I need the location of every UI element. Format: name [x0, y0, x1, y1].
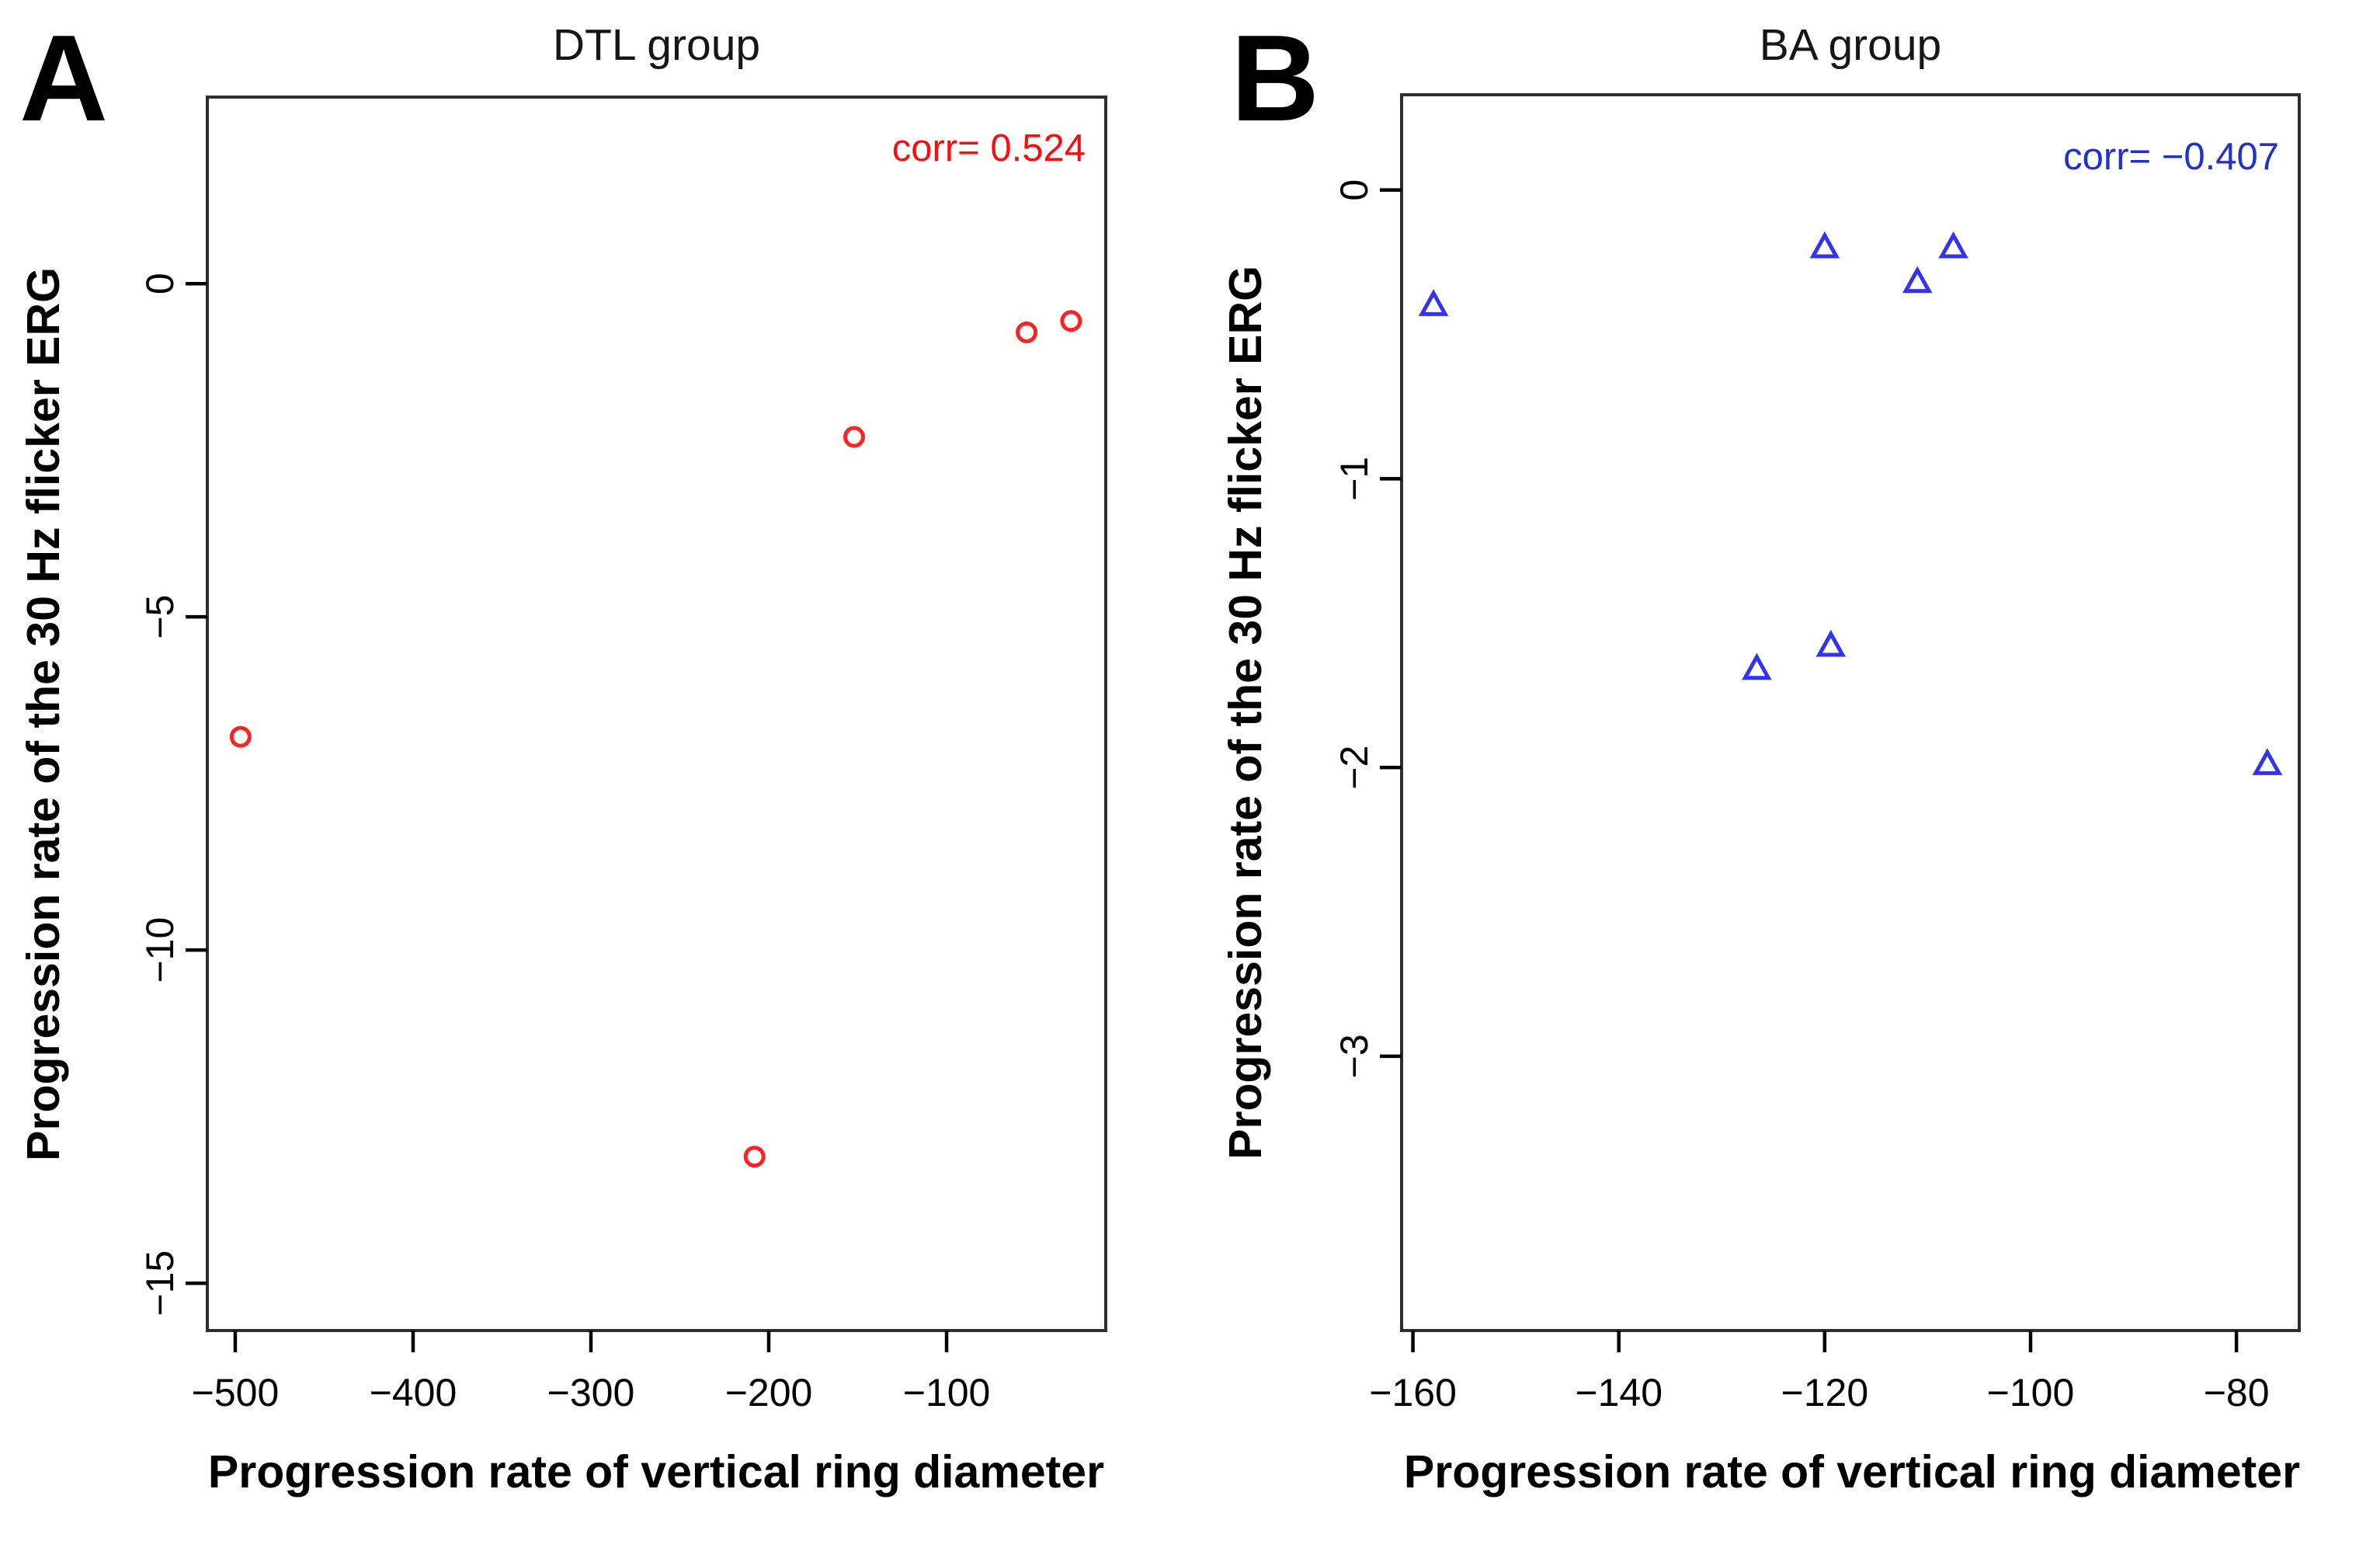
- x-axis-tick-label: −100: [903, 1371, 991, 1414]
- y-axis-tick-label: −10: [138, 917, 182, 983]
- panel-a-y-axis-label: Progression rate of the 30 Hz flicker ER…: [11, 97, 76, 1331]
- plot-box-border: [206, 96, 1107, 1332]
- panel-a-letter: A: [19, 10, 108, 147]
- panel-b-x-axis-label: Progression rate of vertical ring diamet…: [1403, 1446, 2301, 1498]
- data-point-circle: [743, 1146, 766, 1168]
- correlation-annotation: corr= 0.524: [892, 127, 1086, 169]
- y-axis-tick-label: −1: [1332, 457, 1376, 501]
- data-point-circle: [843, 426, 865, 448]
- panel-a-x-axis-label: Progression rate of vertical ring diamet…: [207, 1446, 1105, 1498]
- plot-box-border: [1400, 93, 2301, 1332]
- x-axis-tick-label: −400: [370, 1371, 457, 1414]
- panel-b-title: BA group: [1759, 20, 1942, 70]
- data-point-triangle: [1809, 231, 1840, 259]
- y-axis-tick-label: −15: [138, 1251, 182, 1317]
- panel-a-title: DTL group: [552, 20, 761, 70]
- panel-b-scatter-plot: −160 −140 −120 −100 −80 0 −1 −2 −3 corr= −0.407: [1332, 93, 2301, 1414]
- data-point-circle: [1060, 310, 1082, 332]
- y-axis-tick-label: −5: [138, 595, 182, 639]
- x-axis-tick-label: −140: [1575, 1371, 1663, 1414]
- panel-b-y-axis-label: Progression rate of the 30 Hz flicker ER…: [1213, 95, 1278, 1331]
- y-axis-tick-label: −3: [1332, 1034, 1376, 1078]
- x-axis-tick-label: −120: [1781, 1371, 1869, 1414]
- panel-a-scatter-plot: −500 −400 −300 −200 −100 0 −5 −10 −15 corr= 0.524: [138, 96, 1107, 1414]
- correlation-annotation: corr= −0.407: [2063, 136, 2279, 178]
- data-point-triangle: [1815, 629, 1847, 657]
- data-point-triangle: [1418, 289, 1449, 316]
- panel-b-y-axis-label-text: Progression rate of the 30 Hz flicker ER…: [1219, 266, 1271, 1160]
- x-axis-tick-label: −300: [547, 1371, 635, 1414]
- data-point-triangle: [2252, 748, 2283, 775]
- data-point-circle: [1016, 321, 1038, 343]
- x-axis-tick-label: −80: [2204, 1371, 2270, 1414]
- data-point-circle: [229, 725, 252, 748]
- y-axis-tick-label: 0: [138, 273, 182, 294]
- data-point-triangle: [1938, 231, 1968, 259]
- x-axis-tick-label: −500: [192, 1371, 280, 1414]
- x-axis-tick-label: −100: [1987, 1371, 2075, 1414]
- data-point-triangle: [1902, 266, 1933, 294]
- y-axis-tick-label: −2: [1332, 746, 1376, 790]
- panel-b-letter: B: [1231, 10, 1319, 147]
- x-axis-tick-label: −160: [1369, 1371, 1457, 1414]
- data-point-triangle: [1742, 652, 1772, 680]
- y-axis-tick-label: 0: [1332, 179, 1376, 201]
- panel-a-y-axis-label-text: Progression rate of the 30 Hz flicker ER…: [17, 266, 69, 1161]
- x-axis-tick-label: −200: [725, 1371, 813, 1414]
